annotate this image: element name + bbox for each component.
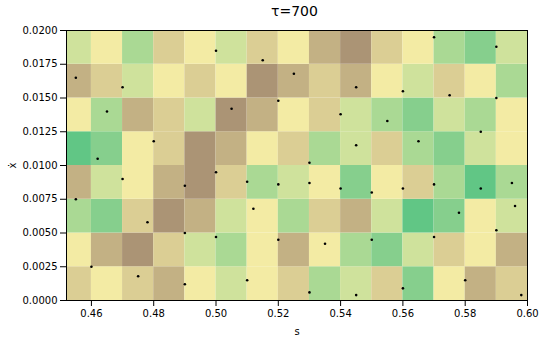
- svg-text:0.56: 0.56: [392, 308, 414, 319]
- html-text:τ=700: τ=700: [271, 3, 318, 19]
- svg-text:0.0125: 0.0125: [23, 126, 58, 137]
- svg-text:0.50: 0.50: [205, 308, 227, 319]
- svg-text:0.48: 0.48: [143, 308, 165, 319]
- svg-text:0.0025: 0.0025: [23, 261, 58, 272]
- svg-text:0.0000: 0.0000: [23, 295, 58, 306]
- svg-text:0.60: 0.60: [516, 308, 538, 319]
- svg-text:0.54: 0.54: [329, 308, 351, 319]
- svg-text:0.0075: 0.0075: [23, 193, 58, 204]
- svg-text:0.0150: 0.0150: [23, 92, 58, 103]
- svg-text:0.52: 0.52: [267, 308, 289, 319]
- svg-text:0.0100: 0.0100: [23, 160, 58, 171]
- svg-text:0.58: 0.58: [454, 308, 476, 319]
- svg-text:0.0175: 0.0175: [23, 58, 58, 69]
- svg-text:0.46: 0.46: [80, 308, 102, 319]
- svg-text:0.0050: 0.0050: [23, 227, 58, 238]
- svg-text:ẋ: ẋ: [7, 162, 18, 168]
- svg-text:0.0200: 0.0200: [23, 25, 58, 36]
- svg-text:s: s: [294, 326, 299, 337]
